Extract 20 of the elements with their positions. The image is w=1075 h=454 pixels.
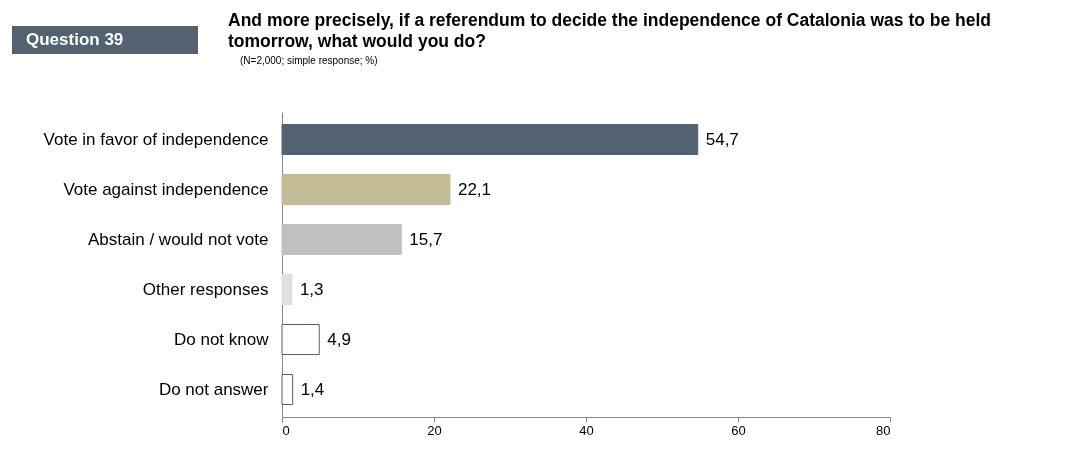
y-tick-label: Vote in favor of independence (43, 129, 269, 149)
question-label: Question 39 (12, 26, 198, 54)
data-label: 1,3 (299, 279, 324, 299)
x-tick-label: 20 (427, 422, 442, 438)
y-tick-label: Do not know (174, 329, 270, 349)
y-tick-label: Do not answer (158, 379, 269, 399)
y-tick-label: Vote against independence (63, 179, 269, 199)
x-tick-label: 40 (579, 422, 594, 438)
chart-subtitle: (N=2,000; simple response; %) (240, 55, 378, 66)
data-label: 4,9 (327, 329, 351, 349)
data-label: 22,1 (457, 179, 492, 199)
x-tick-label: 60 (731, 422, 746, 438)
x-tick-label: 0 (282, 422, 290, 438)
data-label: 15,7 (409, 229, 443, 249)
x-tick-label: 80 (876, 422, 891, 438)
y-tick-label: Abstain / would not vote (87, 229, 269, 249)
data-label: 54,7 (705, 129, 739, 149)
chart-title: And more precisely, if a referendum to decide the independence of Catalonia was to be held tomorrow, what would you do? (228, 10, 993, 52)
y-tick-label: Other responses (142, 279, 269, 299)
data-label: 1,4 (300, 379, 325, 399)
